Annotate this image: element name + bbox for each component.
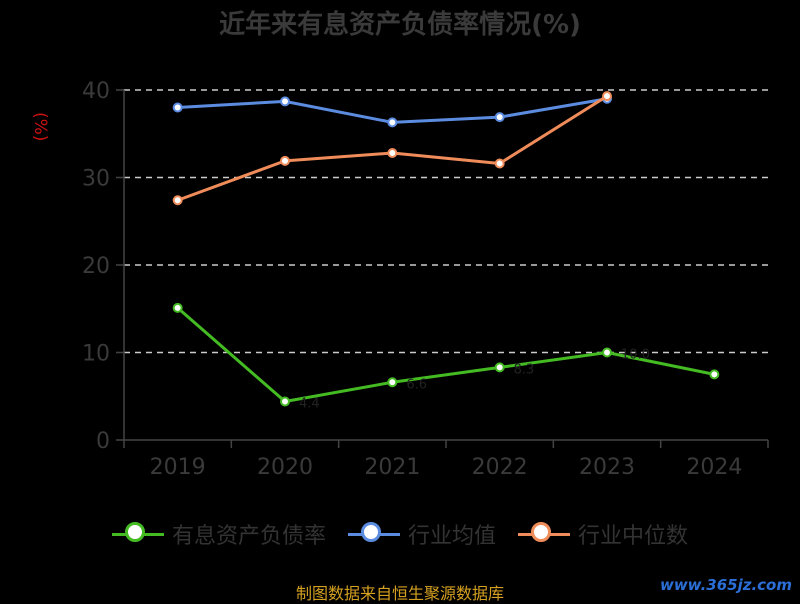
legend-label-industry-median: 行业中位数 xyxy=(578,524,689,549)
y-tick-label-10: 10 xyxy=(82,342,110,367)
x-tick-label-2020: 2020 xyxy=(257,455,313,480)
chart-title: 近年来有息资产负债率情况(%) xyxy=(219,10,581,40)
point-s0-2024 xyxy=(709,369,720,380)
legend-swatch-industry-median xyxy=(518,522,570,544)
x-tick-label-2023: 2023 xyxy=(579,455,635,480)
y-tick-label-0: 0 xyxy=(96,429,110,454)
point-s1-2020 xyxy=(280,96,290,107)
legend-item-industry-mean[interactable]: 行业均值 xyxy=(347,518,496,550)
point-s0-2021 xyxy=(387,377,398,388)
data-label-s0-2021: 6.6 xyxy=(406,377,427,392)
point-s2-2022 xyxy=(494,158,505,169)
y-tick-label-20: 20 xyxy=(82,254,110,279)
y-tick-label-40: 40 xyxy=(82,79,110,104)
x-tick-label-2022: 2022 xyxy=(472,455,528,480)
point-s1-2019 xyxy=(172,102,183,113)
x-tick-label-2019: 2019 xyxy=(150,455,206,480)
data-label-s0-2023: 10.0 xyxy=(621,348,650,363)
legend-item-debt-ratio[interactable]: 有息资产负债率 xyxy=(111,518,326,550)
legend-label-industry-mean: 行业均值 xyxy=(407,524,496,549)
point-s2-2020 xyxy=(280,155,290,166)
point-s1-2022 xyxy=(494,112,505,123)
legend-item-industry-median[interactable]: 行业中位数 xyxy=(518,518,688,550)
point-s0-2020 xyxy=(280,396,290,407)
x-tick-label-2021: 2021 xyxy=(364,455,420,480)
point-s0-2023 xyxy=(602,347,612,358)
data-source-note: 制图数据来自恒生聚源数据库 xyxy=(295,584,504,603)
y-tick-label-30: 30 xyxy=(82,167,110,192)
legend-swatch-debt-ratio xyxy=(111,522,164,544)
point-s2-2019 xyxy=(172,195,183,206)
data-label-s0-2020: 4.4 xyxy=(299,397,320,412)
x-tick-label-2024: 2024 xyxy=(686,455,742,480)
legend: 有息资产负债率 行业均值 行业中位数 xyxy=(0,518,800,550)
data-label-s0-2022: 8.3 xyxy=(514,362,535,377)
watermark: www.365jz.com xyxy=(659,576,792,594)
point-s0-2019 xyxy=(172,302,183,313)
point-s0-2022 xyxy=(494,362,505,373)
point-s1-2021 xyxy=(387,117,398,128)
series-line-0 xyxy=(176,306,715,403)
legend-swatch-industry-mean xyxy=(347,522,400,544)
point-s2-2023 xyxy=(602,91,612,102)
legend-label-debt-ratio: 有息资产负债率 xyxy=(171,524,326,549)
point-s2-2021 xyxy=(387,148,398,158)
